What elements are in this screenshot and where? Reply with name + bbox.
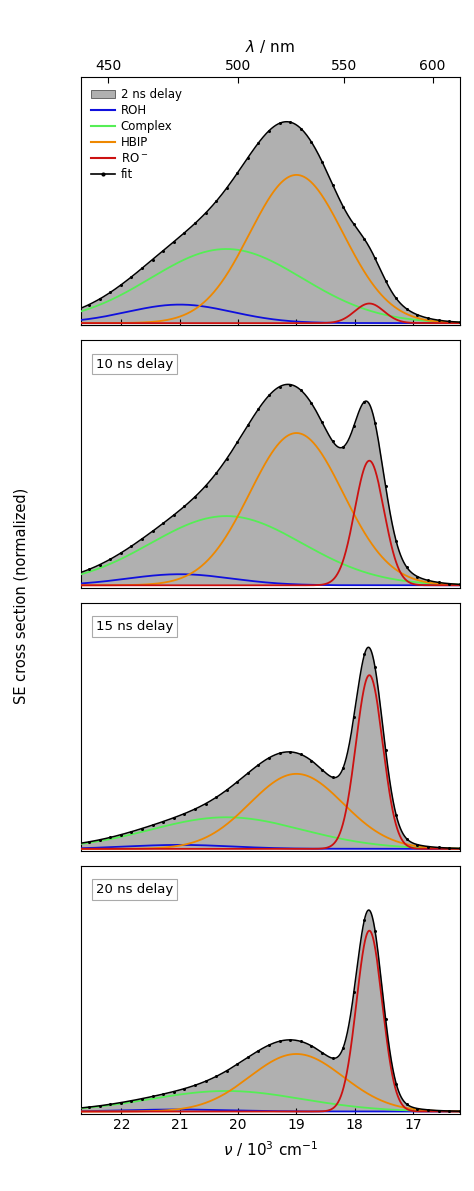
Text: 20 ns delay: 20 ns delay: [96, 883, 173, 896]
Text: 2 ns delay: 2 ns delay: [96, 95, 164, 107]
X-axis label: $\lambda$ / nm: $\lambda$ / nm: [245, 38, 295, 55]
Text: 15 ns delay: 15 ns delay: [96, 621, 173, 634]
Text: SE cross section (normalized): SE cross section (normalized): [14, 487, 29, 704]
Text: 10 ns delay: 10 ns delay: [96, 357, 173, 370]
X-axis label: $\nu$ / 10$^3$ cm$^{-1}$: $\nu$ / 10$^3$ cm$^{-1}$: [223, 1140, 318, 1159]
Legend: 2 ns delay, ROH, Complex, HBIP, RO$^-$, fit: 2 ns delay, ROH, Complex, HBIP, RO$^-$, …: [85, 82, 188, 187]
